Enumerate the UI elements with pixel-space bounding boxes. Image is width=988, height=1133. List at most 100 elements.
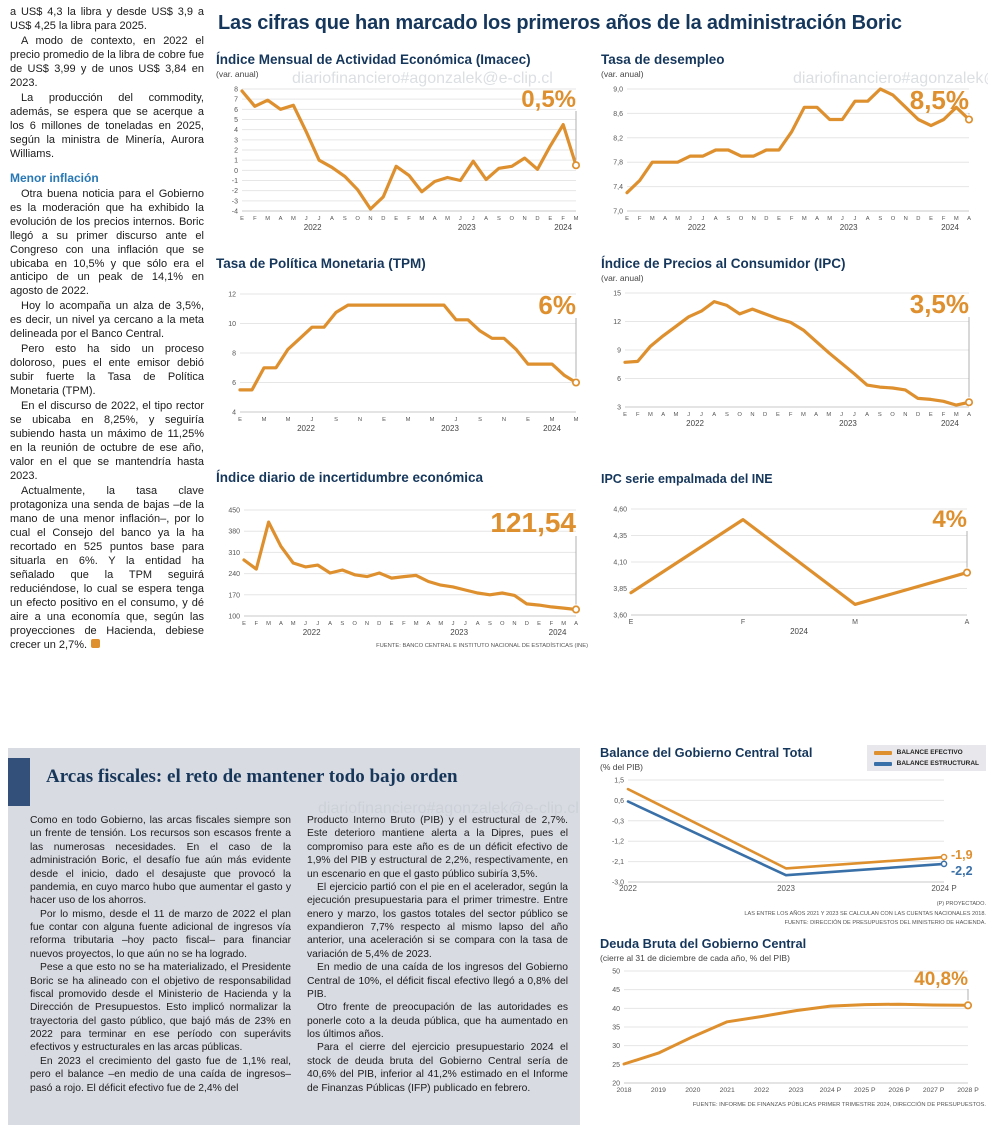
svg-text:E: E <box>777 216 781 222</box>
svg-text:D: D <box>916 412 920 418</box>
svg-text:A: A <box>712 412 716 418</box>
svg-text:2023: 2023 <box>839 419 857 428</box>
svg-text:M: M <box>265 216 270 222</box>
svg-text:E: E <box>238 417 242 423</box>
svg-text:E: E <box>929 412 933 418</box>
svg-text:9,0: 9,0 <box>613 87 623 94</box>
svg-text:7,0: 7,0 <box>613 209 623 216</box>
svg-text:1: 1 <box>234 158 238 165</box>
deuda-chart-block: Deuda Bruta del Gobierno Central (cierre… <box>600 936 986 1108</box>
svg-text:A: A <box>865 412 869 418</box>
svg-text:1,5: 1,5 <box>614 778 624 785</box>
article-paragraph: Para el cierre del ejercicio presupuesta… <box>307 1042 568 1094</box>
article-end-marker-icon <box>91 638 101 648</box>
svg-text:E: E <box>629 619 634 626</box>
legend-label: BALANCE EFECTIVO <box>896 749 963 756</box>
svg-text:N: N <box>368 216 372 222</box>
svg-text:2025 P: 2025 P <box>854 1087 876 1094</box>
chart-title: Índice Mensual de Actividad Económica (I… <box>216 52 531 67</box>
svg-text:E: E <box>526 417 530 423</box>
article-paragraph: Producto Interno Bruto (PIB) y el estruc… <box>307 815 568 880</box>
estructural-swatch-icon <box>873 761 892 766</box>
svg-text:J: J <box>702 216 705 222</box>
svg-text:-2,2: -2,2 <box>951 864 973 878</box>
svg-text:8,5%: 8,5% <box>910 85 969 115</box>
svg-text:A: A <box>815 216 819 222</box>
article-paragraph: La producción del commodity, además, se … <box>10 91 204 160</box>
svg-text:3: 3 <box>617 405 621 412</box>
svg-text:2024: 2024 <box>549 628 567 637</box>
svg-text:A: A <box>279 621 283 627</box>
svg-text:M: M <box>419 216 424 222</box>
svg-text:F: F <box>255 621 259 627</box>
copper-article-column: a US$ 4,3 la libra y desde US$ 3,9 a US$… <box>10 6 204 654</box>
note-line: (P) PROYECTADO. <box>936 901 986 907</box>
svg-text:M: M <box>262 417 267 423</box>
svg-text:A: A <box>661 412 665 418</box>
svg-text:9: 9 <box>617 348 621 355</box>
svg-text:F: F <box>942 412 946 418</box>
chart-legend: BALANCE EFECTIVO BALANCE ESTRUCTURAL <box>866 745 986 771</box>
chart-subtitle: (var. anual) <box>216 69 259 79</box>
svg-text:0,6: 0,6 <box>614 798 624 805</box>
svg-text:15: 15 <box>613 291 621 298</box>
svg-text:A: A <box>427 621 431 627</box>
svg-text:D: D <box>381 216 385 222</box>
svg-text:-4: -4 <box>232 209 238 216</box>
svg-text:2022: 2022 <box>304 223 322 232</box>
article-paragraph: A modo de contexto, en 2022 el precio pr… <box>10 34 204 89</box>
source-note: FUENTE: INFORME DE FINANZAS PÚBLICAS PRI… <box>692 1102 986 1108</box>
svg-text:2024: 2024 <box>543 424 561 433</box>
svg-text:M: M <box>286 417 291 423</box>
svg-text:6: 6 <box>234 107 238 114</box>
svg-text:J: J <box>687 412 690 418</box>
svg-text:M: M <box>650 216 655 222</box>
svg-text:E: E <box>240 216 244 222</box>
chart-title: IPC serie empalmada del INE <box>601 472 773 486</box>
ipc-chart-block: Índice de Precios al Consumidor (IPC) (v… <box>601 256 981 431</box>
svg-text:2027 P: 2027 P <box>923 1087 945 1094</box>
article-paragraph-text: Actualmente, la tasa clave protagoniza u… <box>10 485 204 651</box>
chart-title: Balance del Gobierno Central Total <box>600 745 813 760</box>
svg-text:O: O <box>890 412 895 418</box>
chart-subtitle: (% del PIB) <box>600 762 643 772</box>
article-paragraph: a US$ 4,3 la libra y desde US$ 3,9 a US$… <box>10 6 204 32</box>
svg-text:J: J <box>316 621 319 627</box>
svg-text:2019: 2019 <box>651 1087 666 1094</box>
svg-text:-0,3: -0,3 <box>612 818 624 825</box>
svg-text:100: 100 <box>228 614 240 621</box>
svg-text:2023: 2023 <box>788 1087 803 1094</box>
svg-text:D: D <box>377 621 381 627</box>
svg-text:J: J <box>455 417 458 423</box>
svg-text:3,85: 3,85 <box>613 586 627 593</box>
article-paragraph: Como en todo Gobierno, las arcas fiscale… <box>30 815 291 907</box>
svg-text:D: D <box>916 216 920 222</box>
article-paragraph: En 2023 el crecimiento del gasto fue de … <box>30 1055 291 1094</box>
chart-title: Tasa de Política Monetaria (TPM) <box>216 256 426 271</box>
svg-text:M: M <box>648 412 653 418</box>
svg-text:F: F <box>636 412 640 418</box>
svg-text:N: N <box>358 417 362 423</box>
svg-text:4,35: 4,35 <box>613 533 627 540</box>
svg-text:170: 170 <box>228 592 240 599</box>
svg-text:M: M <box>801 412 806 418</box>
svg-text:E: E <box>537 621 541 627</box>
svg-text:S: S <box>488 621 492 627</box>
svg-text:50: 50 <box>612 969 620 976</box>
svg-text:E: E <box>548 216 552 222</box>
svg-text:20: 20 <box>612 1081 620 1088</box>
svg-text:N: N <box>752 216 756 222</box>
svg-text:J: J <box>459 216 462 222</box>
svg-text:M: M <box>954 216 959 222</box>
svg-text:2020: 2020 <box>685 1087 700 1094</box>
fiscal-column-1: Como en todo Gobierno, las arcas fiscale… <box>30 814 291 1095</box>
svg-text:F: F <box>561 216 565 222</box>
svg-text:S: S <box>726 216 730 222</box>
svg-text:A: A <box>484 216 488 222</box>
svg-text:8: 8 <box>232 351 236 358</box>
chart-title: Tasa de desempleo <box>601 52 725 67</box>
